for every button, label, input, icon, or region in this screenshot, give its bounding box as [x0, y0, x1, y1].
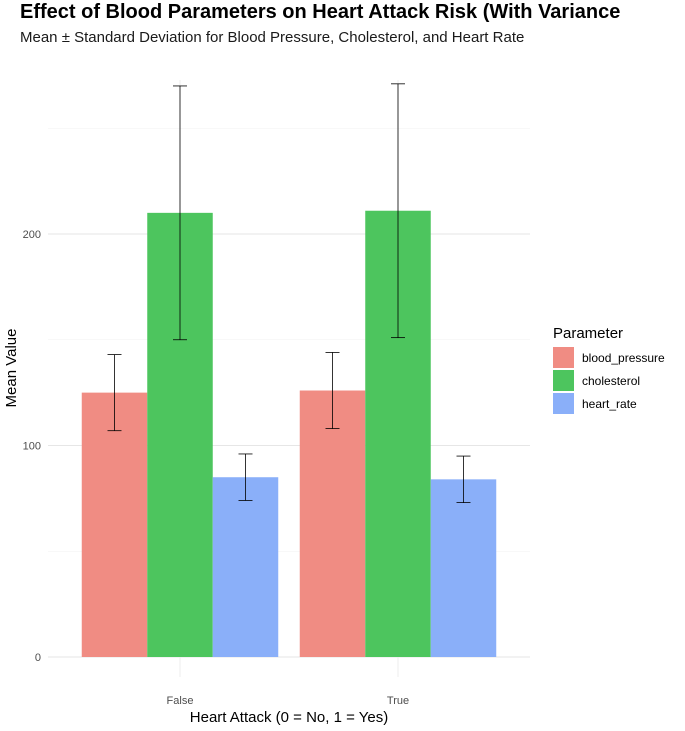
legend-title: Parameter	[553, 325, 623, 342]
tick-labels: 0 100 200 False True	[23, 229, 409, 707]
error-bars	[107, 83, 471, 504]
legend: Parameter blood_pressure cholesterol heart…	[553, 325, 665, 414]
legend-key-heart_rate	[553, 393, 574, 414]
chart-subtitle: Mean ± Standard Deviation for Blood Pres…	[20, 29, 525, 46]
bar-blood_pressure-false	[81, 392, 148, 657]
legend-label-blood_pressure: blood_pressure	[582, 351, 665, 365]
y-tick-label: 100	[23, 441, 41, 453]
legend-label-heart_rate: heart_rate	[582, 397, 637, 411]
bar-heart_rate-true	[430, 479, 497, 657]
error-bar-blood_pressure-true	[325, 352, 340, 429]
x-tick-label: True	[387, 695, 409, 707]
x-tick-label: False	[167, 695, 194, 707]
legend-key-blood_pressure	[553, 347, 574, 368]
legend-label-cholesterol: cholesterol	[582, 374, 640, 388]
bars	[81, 210, 497, 658]
error-bar-cholesterol-true	[391, 83, 405, 339]
error-bar-heart_rate-false	[238, 453, 253, 501]
y-tick-label: 200	[23, 229, 41, 241]
error-bar-cholesterol-false	[173, 85, 187, 341]
bar-heart_rate-false	[212, 477, 279, 657]
legend-key-cholesterol	[553, 370, 574, 391]
x-axis-title: Heart Attack (0 = No, 1 = Yes)	[190, 709, 388, 726]
y-axis-title: Mean Value	[3, 329, 20, 408]
y-tick-label: 0	[35, 652, 41, 664]
error-bar-heart_rate-true	[456, 455, 471, 504]
bar-blood_pressure-true	[299, 390, 366, 657]
error-bar-blood_pressure-false	[107, 354, 122, 432]
chart-title: Effect of Blood Parameters on Heart Atta…	[20, 1, 621, 23]
